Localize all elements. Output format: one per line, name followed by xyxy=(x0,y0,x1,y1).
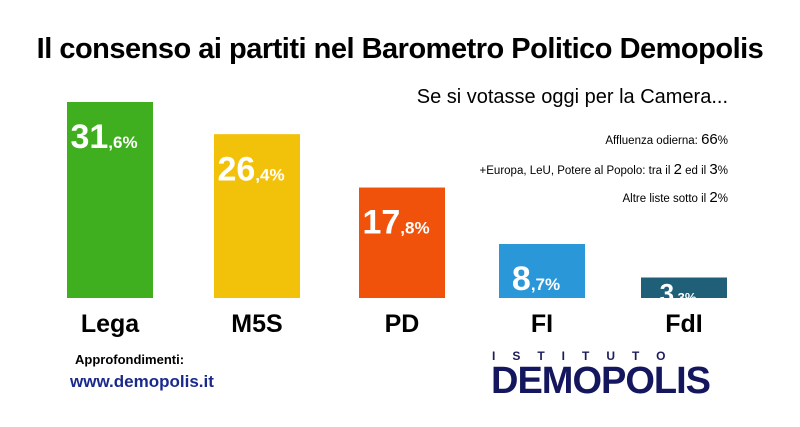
bar-value-integer: 26 xyxy=(217,150,255,188)
bar-value-label: 8,7% xyxy=(512,260,560,298)
category-label-pd: PD xyxy=(385,310,420,338)
bar-value-integer: 31 xyxy=(70,118,108,156)
turnout-unit: % xyxy=(717,135,728,147)
other-lists-unit: % xyxy=(717,193,728,205)
bar-value-integer: 17 xyxy=(362,204,400,242)
bar-value-decimal: ,7% xyxy=(531,275,560,294)
bar-value-label: 3,3% xyxy=(660,278,697,308)
category-label-lega: Lega xyxy=(81,310,140,338)
bar-value-decimal: ,3% xyxy=(674,290,697,305)
bar-value-label: 31,6% xyxy=(70,118,137,156)
footer-label: Approfondimenti: xyxy=(75,352,185,367)
turnout-label: Affluenza odierna: xyxy=(605,135,702,147)
bar-value-label: 26,4% xyxy=(217,150,284,188)
turnout-value: 66 xyxy=(701,131,718,148)
footer-url-link[interactable]: www.demopolis.it xyxy=(70,372,214,391)
bar-value-integer: 3 xyxy=(660,278,674,308)
minor-parties-unit: % xyxy=(717,165,728,177)
bar-shade-lega xyxy=(67,102,153,298)
minor-parties-text: +Europa, LeU, Potere al Popolo: tra il xyxy=(479,165,674,177)
bar-value-integer: 8 xyxy=(512,260,531,298)
bar-shade-m5s xyxy=(214,134,300,298)
minor-parties-low: 2 xyxy=(673,161,682,178)
other-lists-value: 2 xyxy=(709,189,718,206)
bar-value-decimal: ,8% xyxy=(400,219,429,238)
bar-shade-pd xyxy=(359,187,445,298)
minor-parties-note: +Europa, LeU, Potere al Popolo: tra il 2… xyxy=(480,161,728,178)
category-label-fdi: FdI xyxy=(665,310,703,338)
other-lists-text: Altre liste sotto il xyxy=(622,193,710,205)
other-lists-note: Altre liste sotto il 2% xyxy=(623,189,729,206)
bar-value-decimal: ,6% xyxy=(108,133,137,152)
bar-shade-fdi xyxy=(641,277,727,298)
bar-value-decimal: ,4% xyxy=(255,165,284,184)
logo-top-text: ISTITUTO xyxy=(492,349,683,363)
category-label-m5s: M5S xyxy=(231,310,282,338)
chart-title: Il consenso ai partiti nel Barometro Pol… xyxy=(36,33,764,65)
chart-subtitle: Se si votasse oggi per la Camera... xyxy=(416,86,728,108)
turnout-note: Affluenza odierna: 66% xyxy=(605,131,728,148)
minor-parties-mid: ed il xyxy=(681,165,710,177)
minor-parties-high: 3 xyxy=(709,161,718,178)
category-label-fi: FI xyxy=(531,310,553,338)
bar-value-label: 17,8% xyxy=(362,204,429,242)
demopolis-logo: DEMOPOLIS xyxy=(491,360,711,402)
bar-shade-fi xyxy=(499,244,585,298)
